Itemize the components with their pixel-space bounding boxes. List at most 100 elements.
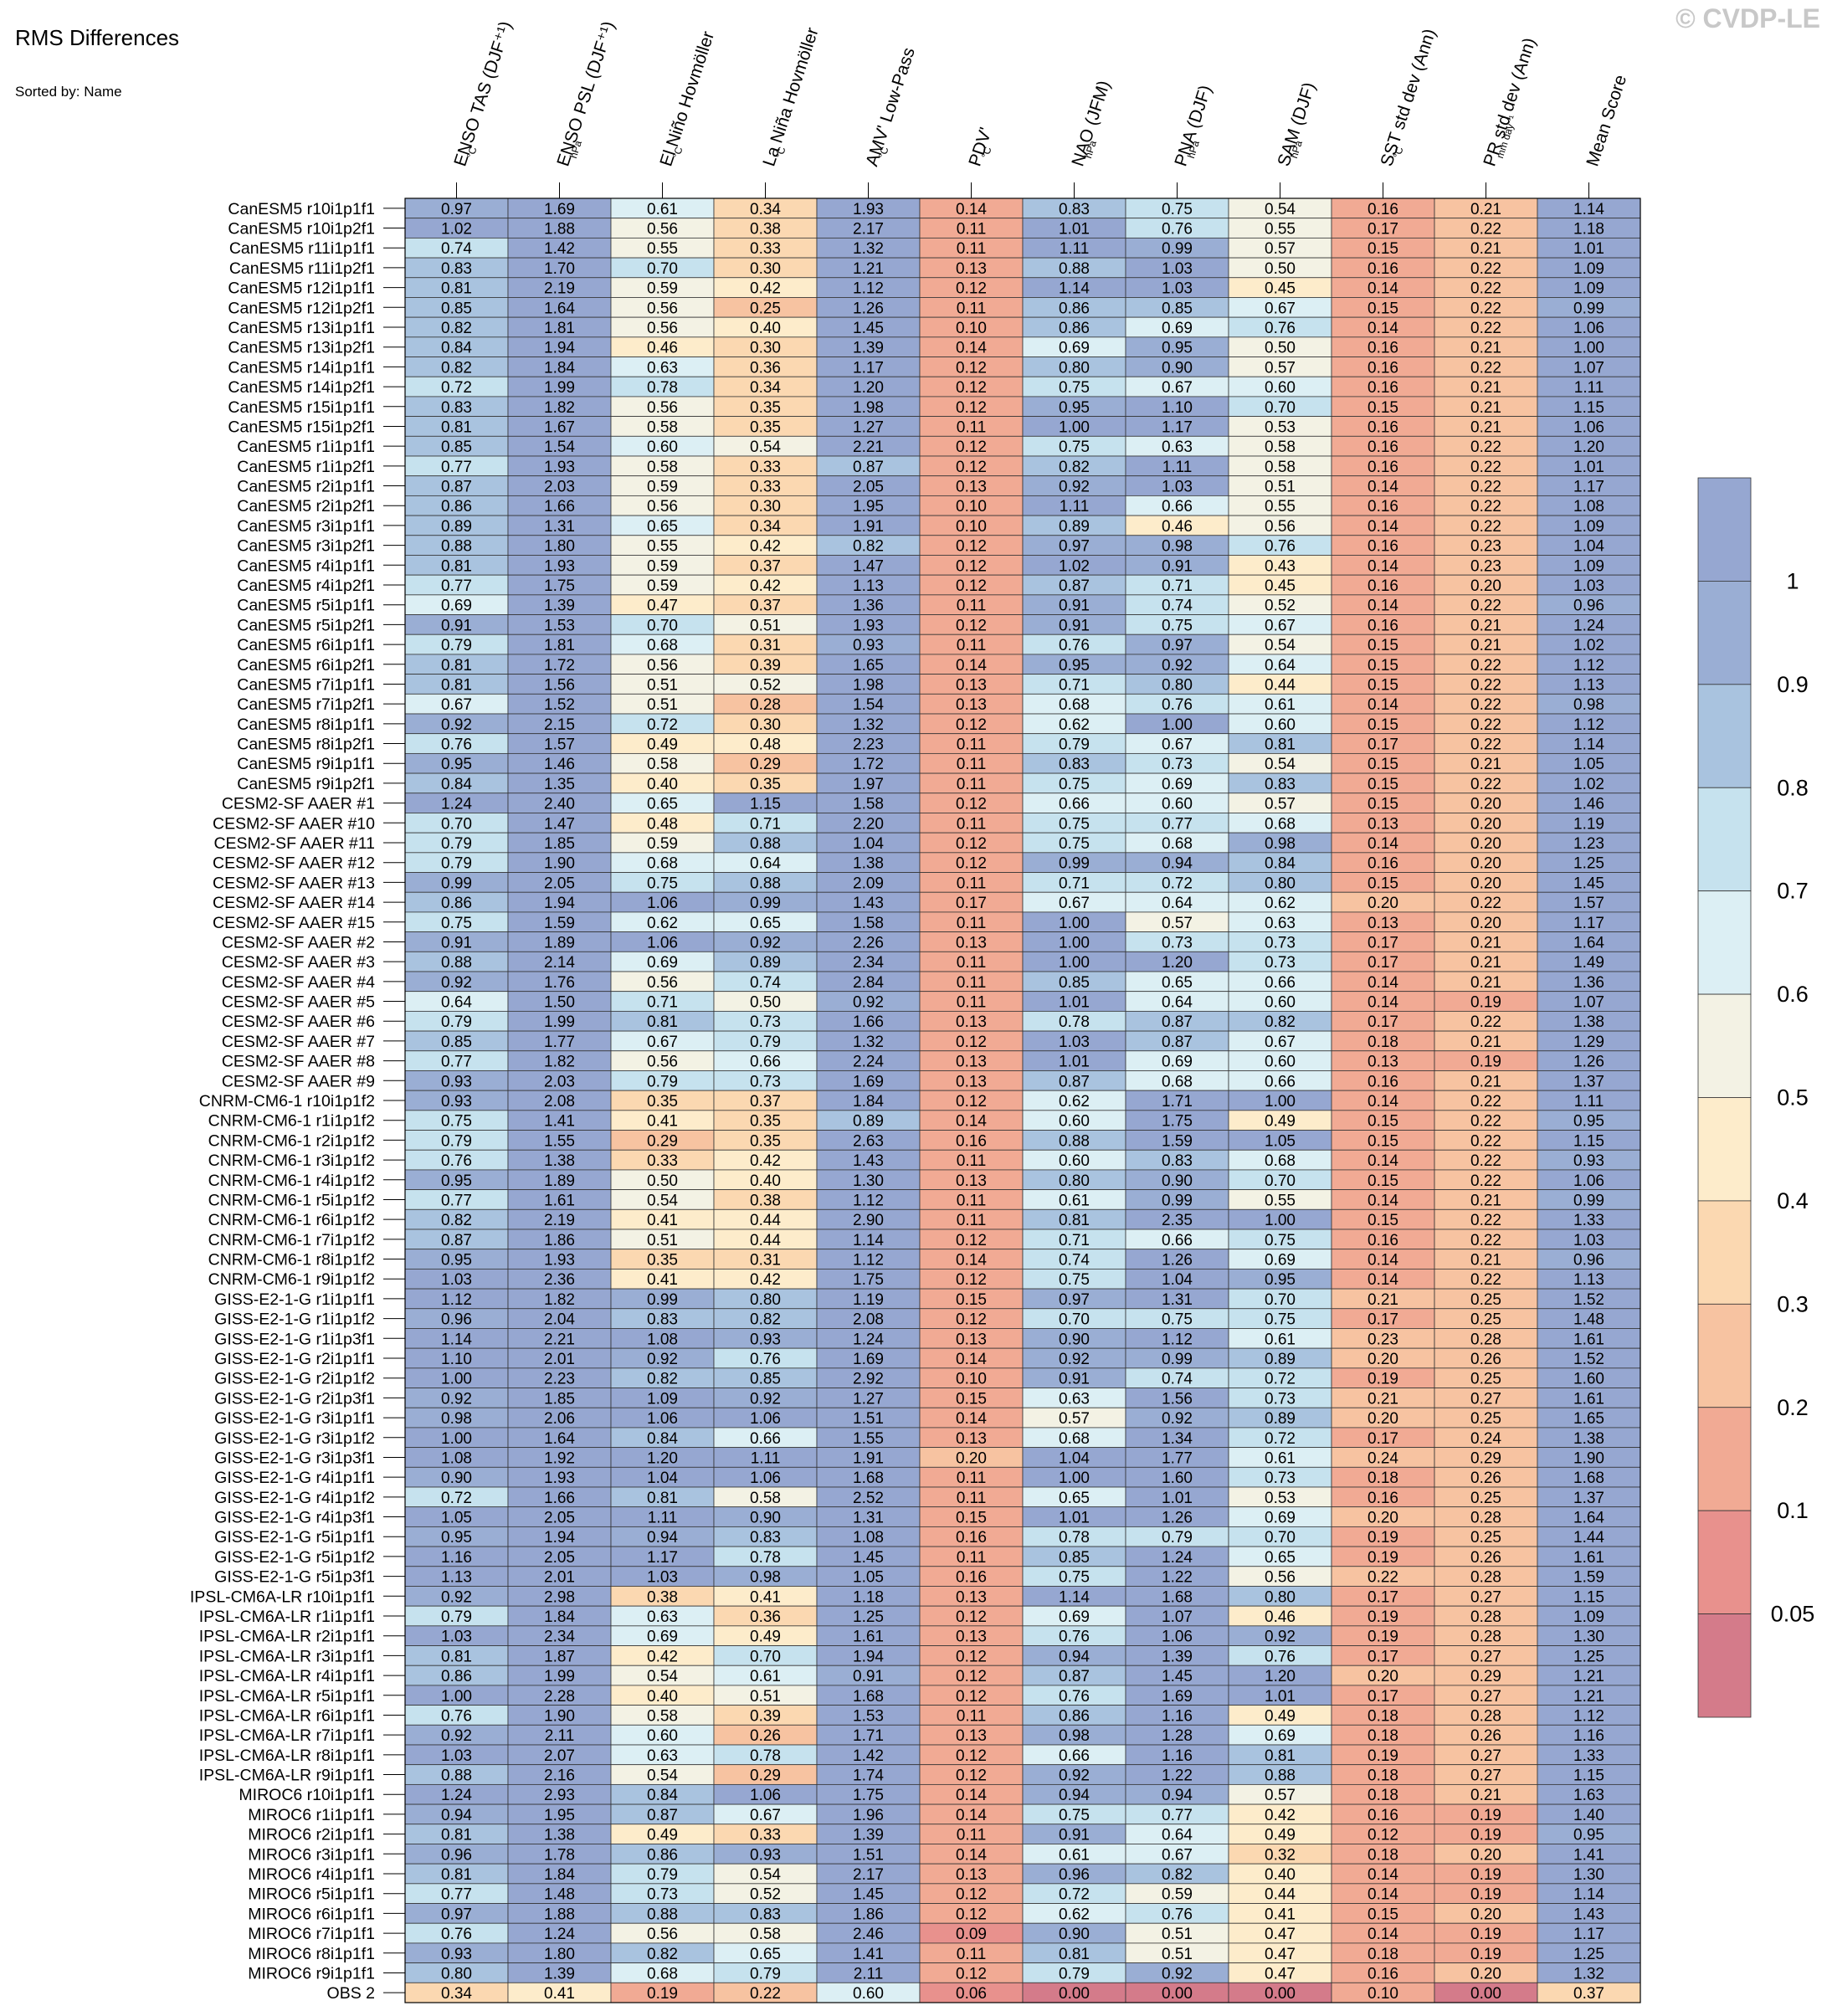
cell-value: 0.15 [1368,776,1398,793]
cell-value: 0.56 [647,1926,678,1943]
cell-value: 1.17 [1162,418,1193,436]
cell-value: 0.14 [1368,320,1398,337]
cell-value: 0.11 [957,756,987,773]
cell-value: 0.78 [1059,1013,1090,1031]
cell-value: 0.41 [1265,1906,1296,1923]
cell-value: 0.55 [1265,498,1296,516]
cell-value: 0.11 [957,815,987,833]
row-label: CESM2-SF AAER #13 [213,874,375,892]
cell-value: 1.09 [1573,1608,1604,1626]
cell-value: 0.39 [750,657,781,675]
cell-value: 1.66 [544,1490,575,1507]
cell-value: 0.17 [1368,1588,1398,1606]
cell-value: 1.24 [1162,1549,1193,1567]
cell-value: 0.82 [441,359,472,377]
cell-value: 0.87 [1059,1073,1090,1090]
cell-value: 0.21 [1368,1291,1398,1309]
cell-value: 0.90 [750,1510,781,1527]
row-label: IPSL-CM6A-LR r9i1p1f1 [199,1767,375,1785]
cell-value: 0.75 [1059,1271,1090,1289]
cell-value: 0.35 [750,1132,781,1150]
cell-value: 0.85 [1059,974,1090,992]
cell-value: 1.11 [751,1449,781,1467]
cell-value: 1.71 [1162,1093,1193,1111]
cell-value: 0.92 [441,1588,472,1606]
cell-value: 1.91 [853,518,884,536]
cell-value: 2.21 [544,1331,575,1348]
column-label: ENSO PSL (DJF⁺¹) [553,19,618,169]
cell-value: 0.51 [1265,479,1296,496]
cell-value: 0.73 [750,1073,781,1090]
cell-value: 1.93 [853,617,884,634]
cell-value: 0.77 [441,1054,472,1071]
cell-value: 1.09 [647,1390,678,1408]
colorbar-label: 0.2 [1777,1395,1809,1420]
cell-value: 0.14 [1368,1926,1398,1943]
cell-value: 0.91 [441,934,472,952]
cell-value: 1.87 [544,1648,575,1665]
cell-value: 0.93 [441,1946,472,1963]
row-label: CanESM5 r2i1p1f1 [237,478,375,496]
cell-value: 2.17 [853,1866,884,1884]
cell-value: 1.94 [853,1648,884,1665]
row-label: CESM2-SF AAER #1 [222,795,375,813]
cell-value: 0.21 [1470,637,1501,654]
cell-value: 0.75 [1265,1311,1296,1329]
cell-value: 0.74 [441,240,472,258]
cell-value: 0.20 [1470,796,1501,813]
cell-value: 0.82 [441,320,472,337]
cell-value: 0.29 [647,1132,678,1150]
cell-value: 1.19 [853,1291,884,1309]
cell-value: 0.64 [1265,657,1296,675]
cell-value: 1.57 [1573,895,1604,912]
cell-value: 1.33 [1573,1212,1604,1229]
cell-value: 0.91 [853,1668,884,1685]
cell-value: 0.12 [956,1965,987,1983]
cell-value: 0.88 [750,835,781,853]
cell-value: 0.75 [1059,835,1090,853]
cell-value: 0.77 [441,577,472,595]
cell-value: 1.00 [441,1371,472,1388]
cell-value: 0.51 [647,676,678,694]
cell-value: 1.54 [853,696,884,714]
cell-value: 0.22 [1470,1132,1501,1150]
cell-value: 0.66 [1162,498,1193,516]
cell-value: 0.23 [1470,557,1501,575]
cell-value: 1.78 [544,1846,575,1864]
cell-value: 1.93 [544,459,575,476]
cell-value: 0.16 [1368,260,1398,278]
row-label: CanESM5 r14i1p1f1 [228,358,375,377]
cell-value: 1.45 [853,1549,884,1567]
cell-value: 1.17 [853,359,884,377]
cell-value: 1.82 [544,1291,575,1309]
cell-value: 0.19 [1368,1371,1398,1388]
cell-value: 1.72 [853,756,884,773]
cell-value: 1.66 [853,1013,884,1031]
cell-value: 0.75 [647,875,678,892]
cell-value: 0.12 [956,716,987,734]
cell-value: 0.15 [1368,1212,1398,1229]
row-label: MIROC6 r2i1p1f1 [248,1826,375,1844]
cell-value: 0.87 [441,1232,472,1249]
cell-value: 0.25 [1470,1490,1501,1507]
cell-value: 0.21 [1470,1252,1501,1270]
cell-value: 0.87 [853,459,884,476]
cell-value: 0.14 [956,340,987,357]
column-label: PDV' [965,126,995,169]
cell-value: 1.15 [1573,399,1604,417]
cell-value: 0.52 [750,676,781,694]
cell-value: 0.19 [1368,1608,1398,1626]
cell-value: 0.57 [1265,796,1296,813]
cell-value: 1.99 [544,379,575,397]
cell-value: 0.76 [1265,538,1296,556]
cell-value: 1.51 [853,1410,884,1428]
cell-value: 1.10 [441,1351,472,1368]
cell-value: 0.10 [956,498,987,516]
cell-value: 0.22 [1470,736,1501,754]
cell-value: 0.10 [956,518,987,536]
cell-value: 0.41 [750,1588,781,1606]
cell-value: 1.08 [853,1529,884,1547]
cell-value: 0.34 [750,518,781,536]
cell-value: 0.23 [1368,1331,1398,1348]
cell-value: 0.20 [1368,1410,1398,1428]
